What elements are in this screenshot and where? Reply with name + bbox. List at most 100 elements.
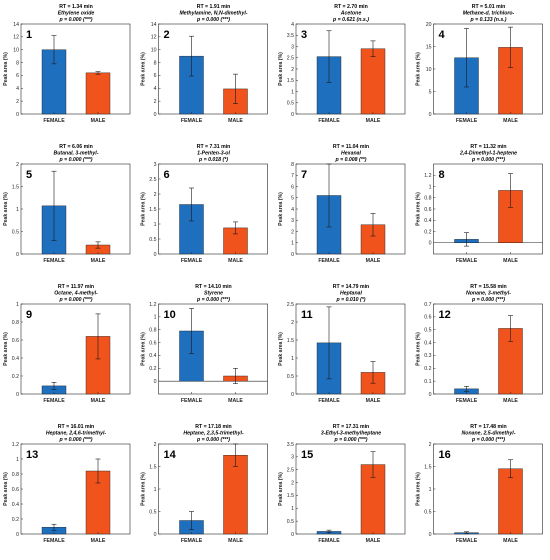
y-tick-label: 12: [13, 35, 19, 41]
chart-title-pvalue: p = 0.000 (***): [58, 17, 92, 23]
chart-title-rt: RT = 1.34 min: [59, 4, 93, 10]
y-tick-label: 0.5: [287, 374, 294, 380]
y-tick-label: 2.5: [287, 468, 294, 474]
chart-title-rt: RT = 17.18 min: [195, 424, 231, 430]
y-tick-label: 5: [291, 196, 294, 202]
chart-title-compound: Octane, 4-methyl-: [54, 291, 98, 297]
y-axis-label: Peak area (%): [416, 472, 422, 506]
y-tick-label: 1.5: [424, 464, 431, 470]
y-tick-label: 6: [16, 73, 19, 79]
y-tick-label: 1: [291, 506, 294, 512]
chart-title-pvalue: p = 0.621 (n.s.): [332, 17, 369, 23]
y-tick-label: 1.2: [12, 442, 19, 448]
y-axis-label: Peak area (%): [3, 52, 9, 86]
y-tick-label: 1.2: [424, 173, 431, 179]
plot-frame: [433, 23, 543, 115]
y-tick-label: 0.5: [149, 509, 156, 515]
y-tick-label: 0.4: [12, 502, 19, 508]
panel-number: 6: [164, 169, 170, 181]
y-tick-label: 0.8: [12, 320, 19, 326]
y-axis-label: Peak area (%): [141, 192, 147, 226]
y-tick-label: 2: [154, 442, 157, 448]
chart-title-rt: RT = 17.48 min: [470, 424, 506, 430]
chart-title-pvalue: p = 0.000 (***): [196, 437, 230, 443]
plot-frame: [158, 23, 268, 115]
x-tick-label-female: FEMALE: [181, 118, 203, 124]
chart-title-pvalue: p = 0.000 (***): [58, 157, 92, 163]
y-tick-label: 0.8: [12, 472, 19, 478]
y-tick-label: 0.5: [424, 509, 431, 515]
panel-number: 12: [439, 309, 451, 321]
y-tick-label: 2: [429, 442, 432, 448]
bar-female: [179, 330, 204, 382]
x-tick-label-male: MALE: [366, 118, 381, 124]
y-tick-label: 3: [291, 44, 294, 50]
y-tick-label: 1.5: [149, 464, 156, 470]
y-tick-label: 3.5: [287, 442, 294, 448]
chart-title-compound: Methane-d, trichloro-: [463, 11, 515, 17]
y-tick-label: 8: [154, 60, 157, 66]
y-tick-label: 0: [291, 112, 294, 118]
panel-number: 7: [301, 169, 307, 181]
y-tick-label: 0.5: [424, 328, 431, 334]
y-tick-label: 0.7: [424, 302, 431, 308]
y-tick-label: 0.2: [149, 366, 156, 372]
y-tick-label: 7: [291, 173, 294, 179]
y-tick-label: 0.2: [12, 374, 19, 380]
x-tick-label-female: FEMALE: [456, 398, 478, 404]
x-tick-label-female: FEMALE: [456, 538, 478, 544]
chart-title-rt: RT = 14.10 min: [195, 284, 231, 290]
chart-title-rt: RT = 6.06 min: [59, 144, 93, 150]
chart-title-pvalue: p = 0.000 (***): [58, 297, 92, 303]
y-tick-label: 2: [16, 162, 19, 168]
y-tick-label: 0.6: [424, 315, 431, 321]
panel-number: 13: [26, 449, 38, 461]
plot-frame: [433, 303, 543, 395]
y-tick-label: 10: [151, 48, 157, 54]
x-tick-label-male: MALE: [366, 258, 381, 264]
x-tick-label-female: FEMALE: [456, 258, 478, 264]
y-tick-label: 0.3: [424, 353, 431, 359]
y-tick-label: 14: [13, 22, 19, 28]
y-tick-label: 0.6: [12, 338, 19, 344]
y-tick-label: 3: [291, 218, 294, 224]
y-tick-label: 1: [429, 184, 432, 190]
chart-title-compound: Butanal, 3-methyl-: [54, 151, 99, 157]
y-tick-label: 1.5: [287, 338, 294, 344]
y-tick-label: 8: [291, 162, 294, 168]
chart-title-compound: Acetone: [340, 11, 362, 17]
chart-title-rt: RT = 11.32 min: [470, 144, 506, 150]
chart-title-pvalue: p = 0.018 (*): [198, 157, 228, 163]
plot-frame: [295, 303, 406, 395]
chart-title-rt: RT = 17.31 min: [333, 424, 369, 430]
x-tick-label-male: MALE: [366, 398, 381, 404]
y-tick-label: 0: [16, 112, 19, 118]
chart-title-compound: Heptane, 2,4,6-trimethyl-: [46, 431, 107, 437]
x-tick-label-male: MALE: [91, 398, 106, 404]
y-tick-label: 1: [291, 356, 294, 362]
bar-male: [85, 72, 111, 115]
chart-title-pvalue: p = 0.000 (***): [471, 437, 505, 443]
plot-frame: [20, 163, 131, 255]
plot-frame: [20, 303, 131, 395]
chart-title-rt: RT = 5.01 min: [472, 4, 506, 10]
y-tick-label: 2: [154, 192, 157, 198]
plot-frame: [158, 163, 268, 255]
chart-title-compound: Heptanal: [340, 291, 362, 297]
y-tick-label: 4: [154, 86, 157, 92]
y-tick-label: 0.4: [149, 353, 156, 359]
chart-title-compound: 1-Penten-3-ol: [197, 151, 230, 157]
y-tick-label: 0.5: [149, 237, 156, 243]
x-tick-label-female: FEMALE: [181, 538, 203, 544]
y-tick-label: 1: [429, 487, 432, 493]
y-tick-label: 4: [291, 207, 294, 213]
panel-number: 9: [26, 309, 32, 321]
y-axis-label: Peak area (%): [416, 52, 422, 86]
plot-frame: [433, 163, 543, 255]
